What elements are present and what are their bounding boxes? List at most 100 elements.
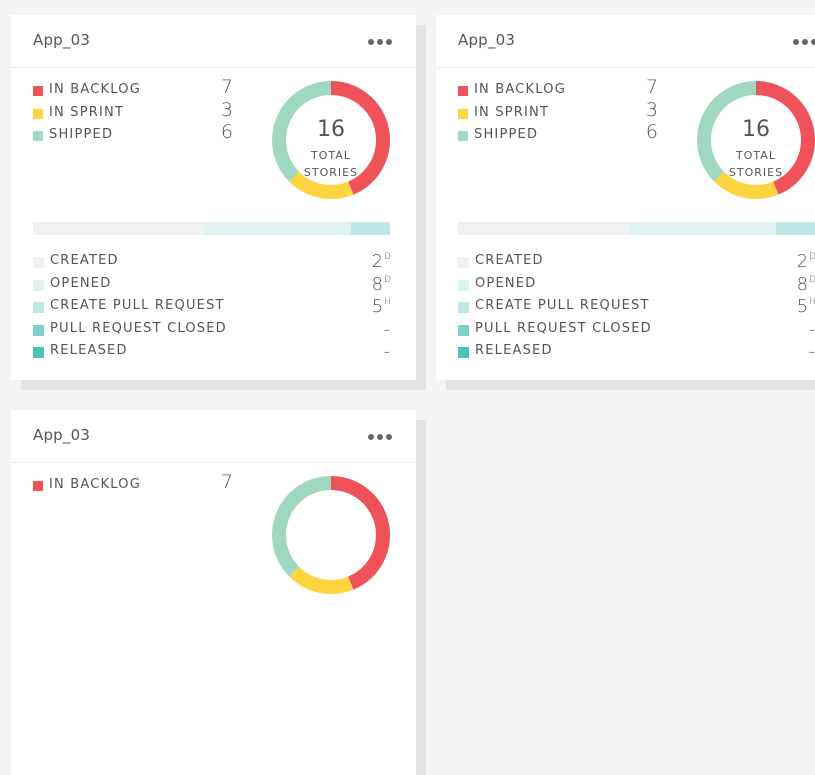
card-header: App_03 [11, 410, 416, 463]
stage-label: OPENED [50, 276, 111, 291]
stage-value: - [384, 341, 392, 362]
legend-swatch [33, 86, 43, 96]
card-header: App_03 [436, 15, 815, 68]
stage-value: 2D [372, 251, 391, 272]
stage-label: RELEASED [50, 343, 128, 358]
stage-list: CREATED 2D OPENED 8D CREATE PULL REQUEST… [458, 253, 815, 366]
progress-segment-1 [458, 222, 629, 235]
stage-label: OPENED [475, 276, 536, 291]
stage-swatch [33, 302, 44, 313]
app-card-1: App_03 IN BACKLOG 7 IN SPRINT 3 SHIPPED … [11, 15, 416, 380]
stage-swatch [33, 347, 44, 358]
stage-value: 8D [797, 274, 815, 295]
legend-item-sprint: IN SPRINT 3 [458, 104, 658, 127]
card-title: App_03 [33, 426, 90, 444]
stage-value: - [809, 341, 815, 362]
stage-label: CREATED [50, 253, 119, 268]
stage-item-released: RELEASED - [33, 343, 391, 366]
legend-item-backlog: IN BACKLOG 7 [458, 81, 658, 104]
stage-swatch [458, 302, 469, 313]
stage-value: 5H [372, 296, 391, 317]
legend-label: IN SPRINT [49, 105, 124, 120]
legend-swatch [458, 86, 468, 96]
card-header: App_03 [11, 15, 416, 68]
stage-value: - [384, 319, 392, 340]
stage-progress-bar [33, 222, 390, 235]
stage-swatch [33, 257, 44, 268]
legend-count: 3 [221, 99, 233, 121]
stage-swatch [458, 347, 469, 358]
stage-item-opened: OPENED 8D [33, 276, 391, 299]
stage-swatch [33, 280, 44, 291]
stage-value: - [809, 319, 815, 340]
donut-total: 16 [691, 117, 815, 142]
progress-segment-2 [629, 222, 775, 235]
status-legend: IN BACKLOG 7 [33, 476, 233, 499]
legend-label: IN BACKLOG [49, 82, 141, 97]
progress-segment-3 [776, 222, 815, 235]
progress-segment-3 [351, 222, 390, 235]
stage-item-created: CREATED 2D [458, 253, 815, 276]
legend-label: SHIPPED [474, 127, 538, 142]
donut-caption: TOTAL STORIES [691, 147, 815, 181]
stage-label: RELEASED [475, 343, 553, 358]
donut-caption-line1: TOTAL [691, 147, 815, 164]
legend-item-shipped: SHIPPED 6 [458, 126, 658, 149]
progress-segment-1 [33, 222, 204, 235]
app-card-3: App_03 IN BACKLOG 7 [11, 410, 416, 775]
legend-count: 3 [646, 99, 658, 121]
stage-label: CREATE PULL REQUEST [50, 298, 225, 313]
stories-donut-chart [266, 470, 396, 600]
donut-caption-line2: STORIES [266, 164, 396, 181]
stage-label: PULL REQUEST CLOSED [50, 321, 227, 336]
legend-count: 7 [646, 76, 658, 98]
legend-item-backlog: IN BACKLOG 7 [33, 81, 233, 104]
stage-item-pull-request-closed: PULL REQUEST CLOSED - [33, 321, 391, 344]
more-horizontal-icon[interactable] [368, 39, 392, 47]
donut-total: 16 [266, 117, 396, 142]
legend-swatch [33, 481, 43, 491]
app-card-2: App_03 IN BACKLOG 7 IN SPRINT 3 SHIPPED … [436, 15, 815, 380]
stage-label: PULL REQUEST CLOSED [475, 321, 652, 336]
card-title: App_03 [33, 31, 90, 49]
stage-item-pull-request-closed: PULL REQUEST CLOSED - [458, 321, 815, 344]
stage-value: 8D [372, 274, 391, 295]
status-legend: IN BACKLOG 7 IN SPRINT 3 SHIPPED 6 [33, 81, 233, 149]
stage-swatch [458, 325, 469, 336]
stage-swatch [458, 280, 469, 291]
legend-label: SHIPPED [49, 127, 113, 142]
legend-swatch [458, 131, 468, 141]
more-horizontal-icon[interactable] [368, 434, 392, 442]
legend-label: IN BACKLOG [474, 82, 566, 97]
legend-swatch [33, 131, 43, 141]
stage-value: 5H [797, 296, 815, 317]
stage-value: 2D [797, 251, 815, 272]
stage-label: CREATE PULL REQUEST [475, 298, 650, 313]
donut-caption-line2: STORIES [691, 164, 815, 181]
stage-swatch [33, 325, 44, 336]
status-legend: IN BACKLOG 7 IN SPRINT 3 SHIPPED 6 [458, 81, 658, 149]
progress-segment-2 [204, 222, 350, 235]
stage-label: CREATED [475, 253, 544, 268]
donut-caption-line1: TOTAL [266, 147, 396, 164]
legend-count: 7 [221, 76, 233, 98]
stage-item-opened: OPENED 8D [458, 276, 815, 299]
stage-item-create-pull-request: CREATE PULL REQUEST 5H [458, 298, 815, 321]
legend-label: IN SPRINT [474, 105, 549, 120]
stage-swatch [458, 257, 469, 268]
legend-swatch [33, 109, 43, 119]
stage-list: CREATED 2D OPENED 8D CREATE PULL REQUEST… [33, 253, 391, 366]
legend-item-backlog: IN BACKLOG 7 [33, 476, 233, 499]
more-horizontal-icon[interactable] [793, 39, 815, 47]
stage-item-released: RELEASED - [458, 343, 815, 366]
legend-item-sprint: IN SPRINT 3 [33, 104, 233, 127]
legend-count: 7 [221, 471, 233, 493]
legend-item-shipped: SHIPPED 6 [33, 126, 233, 149]
stage-item-create-pull-request: CREATE PULL REQUEST 5H [33, 298, 391, 321]
stage-item-created: CREATED 2D [33, 253, 391, 276]
legend-count: 6 [646, 121, 658, 143]
card-title: App_03 [458, 31, 515, 49]
stage-progress-bar [458, 222, 815, 235]
legend-swatch [458, 109, 468, 119]
donut-caption: TOTAL STORIES [266, 147, 396, 181]
